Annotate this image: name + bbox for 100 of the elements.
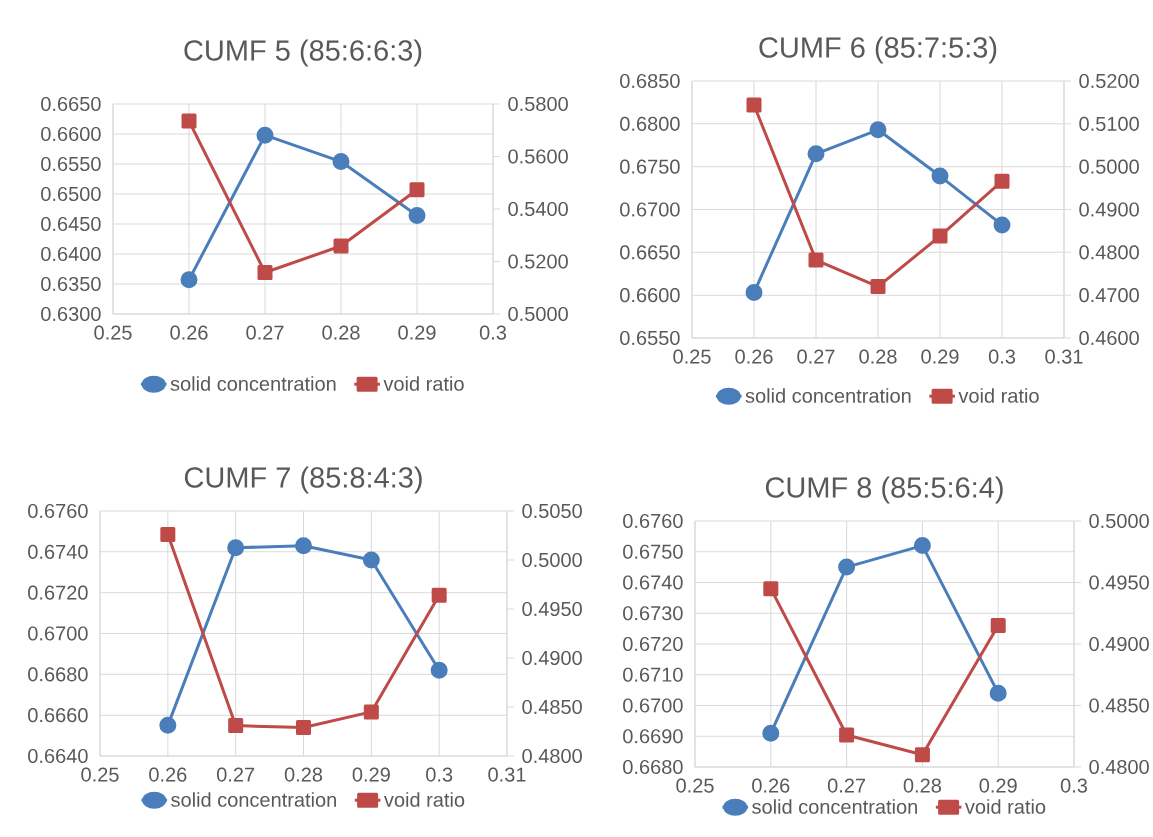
y2-tick-label: 0.5000 <box>1079 159 1139 174</box>
point <box>838 558 856 576</box>
x-tick-label: 0.27 <box>217 767 255 782</box>
legend-label: void ratio <box>964 799 1046 814</box>
point <box>363 704 379 720</box>
y2-tick-label: 0.5800 <box>508 96 568 112</box>
y-tick-label: 0.6600 <box>41 126 101 142</box>
y-tick-label: 0.6690 <box>623 729 683 744</box>
x-tick-label: 0.26 <box>170 325 208 340</box>
x-tick-label: 0.3 <box>988 349 1016 364</box>
point <box>180 271 198 289</box>
y-tick-label: 0.6850 <box>620 73 680 89</box>
x-tick-label: 0.28 <box>322 325 360 340</box>
legend-label: void ratio <box>383 792 465 807</box>
point <box>295 537 313 555</box>
y-tick-label: 0.6400 <box>41 246 101 262</box>
y-tick-label: 0.6600 <box>620 288 680 303</box>
point <box>431 587 447 603</box>
chart-title: CUMF 6 (85:7:5:3) <box>759 36 997 64</box>
y-tick-label: 0.6700 <box>28 626 88 641</box>
point <box>332 153 350 171</box>
x-tick-label: 0.3 <box>479 325 507 340</box>
y-tick-label: 0.6700 <box>620 202 680 217</box>
y-tick-label: 0.6450 <box>41 216 101 232</box>
y-tick-label: 0.6720 <box>28 585 88 600</box>
y-tick-label: 0.6680 <box>28 667 88 682</box>
point <box>227 539 245 557</box>
y2-tick-label: 0.4800 <box>522 748 582 764</box>
chart-title: CUMF 8 (85:5:6:4) <box>765 476 1003 504</box>
x-tick-label: 0.31 <box>488 767 526 782</box>
y-tick-label: 0.6740 <box>28 544 88 559</box>
legend-label: solid concentration <box>745 388 911 403</box>
y-tick-label: 0.6660 <box>28 708 88 723</box>
x-tick-label: 0.25 <box>94 325 132 340</box>
chart-title: CUMF 7 (85:8:4:3) <box>184 466 422 494</box>
y2-tick-label: 0.5050 <box>522 503 582 519</box>
point <box>228 718 244 734</box>
x-tick-label: 0.25 <box>673 349 711 364</box>
y2-tick-label: 0.4600 <box>1079 330 1139 346</box>
y-tick-label: 0.6720 <box>623 636 683 652</box>
point <box>993 216 1011 234</box>
point <box>807 145 825 163</box>
y-tick-label: 0.6500 <box>41 186 101 202</box>
legend-label: solid concentration <box>170 376 336 391</box>
x-tick-label: 0.26 <box>735 349 773 364</box>
y2-tick-label: 0.5200 <box>1079 73 1139 89</box>
y-tick-label: 0.6730 <box>623 606 683 621</box>
x-tick-label: 0.29 <box>398 325 436 340</box>
point <box>932 228 948 244</box>
y2-tick-label: 0.4950 <box>522 601 582 617</box>
y-tick-label: 0.6300 <box>41 306 101 322</box>
point <box>745 284 763 302</box>
y2-tick-label: 0.4900 <box>1089 636 1149 652</box>
point <box>408 207 426 225</box>
point <box>362 551 380 569</box>
x-tick-label: 0.29 <box>979 778 1017 793</box>
y-tick-label: 0.6640 <box>28 748 88 764</box>
y2-tick-label: 0.5200 <box>508 254 568 269</box>
legend-label: void ratio <box>383 376 464 391</box>
x-tick-label: 0.29 <box>921 349 959 364</box>
y-tick-label: 0.6750 <box>623 544 683 559</box>
y2-tick-label: 0.5000 <box>522 552 582 568</box>
point <box>257 265 273 281</box>
y-tick-label: 0.6740 <box>623 575 683 590</box>
point <box>296 720 312 736</box>
y-tick-label: 0.6750 <box>620 159 680 174</box>
y2-tick-label: 0.4950 <box>1089 575 1149 590</box>
x-tick-label: 0.28 <box>859 349 897 364</box>
y-tick-label: 0.6760 <box>28 503 88 519</box>
point <box>913 537 931 555</box>
point <box>914 747 930 763</box>
point <box>808 252 824 268</box>
legend-label: void ratio <box>958 388 1039 403</box>
y-tick-label: 0.6650 <box>620 245 680 260</box>
y-tick-label: 0.6710 <box>623 667 683 682</box>
point <box>990 618 1006 634</box>
x-tick-label: 0.25 <box>676 778 714 793</box>
x-tick-label: 0.25 <box>81 767 119 782</box>
legend-label: solid concentration <box>752 799 917 814</box>
x-tick-label: 0.3 <box>1060 778 1088 793</box>
point <box>256 126 274 144</box>
y2-tick-label: 0.4800 <box>1089 759 1149 775</box>
point <box>763 581 779 597</box>
x-tick-label: 0.29 <box>352 767 390 782</box>
y2-tick-label: 0.4900 <box>522 650 582 666</box>
point <box>839 727 855 743</box>
point <box>181 113 197 129</box>
point <box>746 97 762 113</box>
point <box>409 182 425 198</box>
y-tick-label: 0.6350 <box>41 276 101 292</box>
y2-tick-label: 0.4700 <box>1079 288 1139 303</box>
x-tick-label: 0.3 <box>426 767 453 782</box>
point <box>931 167 949 185</box>
y-tick-label: 0.6800 <box>620 116 680 131</box>
x-tick-label: 0.27 <box>827 778 866 793</box>
y2-tick-label: 0.4900 <box>1079 202 1139 217</box>
y2-tick-label: 0.5000 <box>508 306 568 322</box>
y2-tick-label: 0.4800 <box>1079 245 1139 260</box>
point <box>870 279 886 295</box>
y2-tick-label: 0.5000 <box>1089 513 1149 529</box>
